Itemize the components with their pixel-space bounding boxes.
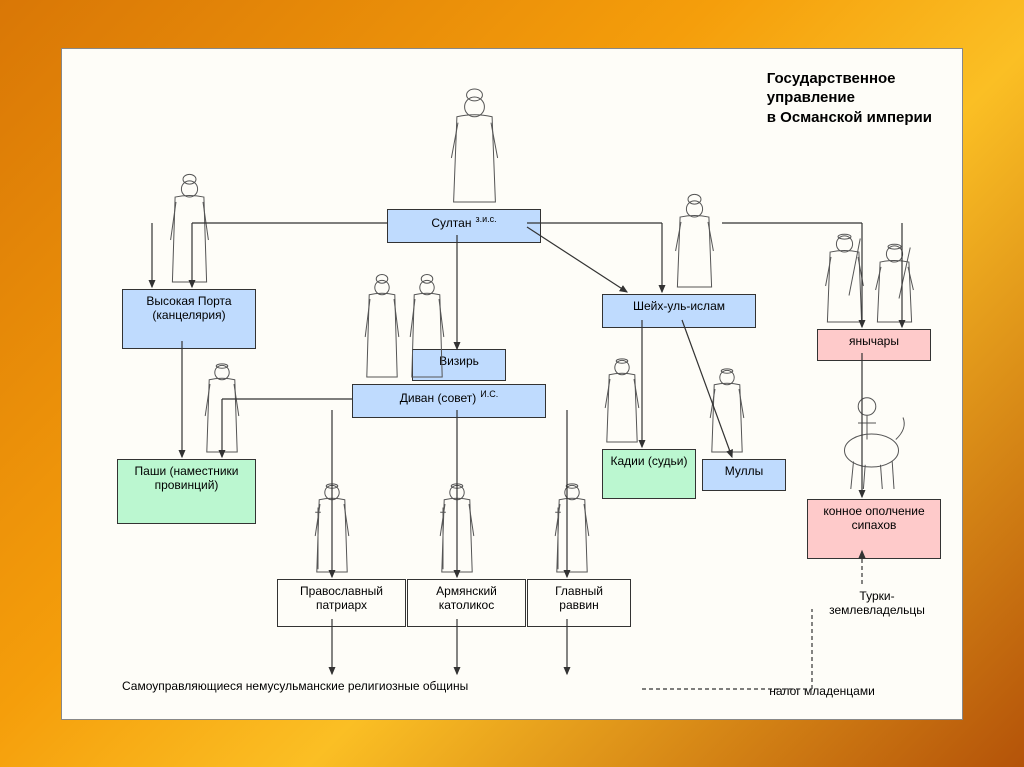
node-pashi: Паши (наместники провинций) — [117, 459, 256, 524]
figure-official-1 — [171, 174, 209, 282]
node-divan: Диван (совет)И.С. — [352, 384, 546, 418]
diagram-card: Государственноеуправлениев Османской имп… — [61, 48, 963, 720]
figure-sheikh-4 — [676, 194, 714, 287]
node-orthodox: Православный патриарх — [277, 579, 406, 627]
arrow-6 — [527, 227, 627, 292]
node-janis: янычары — [817, 329, 931, 361]
node-sipahi: конное ополчение сипахов — [807, 499, 941, 559]
figure-pair-2 — [365, 274, 399, 376]
label-commun: Самоуправляющиеся немусульманские религи… — [122, 679, 642, 693]
node-porta: Высокая Порта (канцелярия) — [122, 289, 256, 349]
figure-priest-12 — [555, 483, 589, 571]
figure-mulla-6 — [710, 368, 744, 451]
node-rabbi: Главный раввин — [527, 579, 631, 627]
node-vizier: Визирь — [412, 349, 506, 381]
figure-soldier2-8 — [876, 244, 914, 322]
label-turks: Турки-землевладельцы — [812, 589, 942, 618]
figure-pasha-9 — [205, 363, 239, 451]
node-sheikh: Шейх-уль-ислам — [602, 294, 756, 328]
node-kadi: Кадии (судьи) — [602, 449, 696, 499]
figure-horse-13 — [845, 397, 905, 488]
figure-soldier1-7 — [826, 234, 864, 322]
node-armenian: Армянский католикос — [407, 579, 526, 627]
label-tax: налог младенцами — [742, 684, 902, 698]
diagram-title: Государственноеуправлениев Османской имп… — [767, 69, 932, 128]
figure-priest-11 — [440, 483, 474, 571]
figure-kadi-5 — [605, 358, 639, 441]
node-mully: Муллы — [702, 459, 786, 491]
arrow-14 — [682, 320, 732, 457]
node-sultan: Султанз.и.с. — [387, 209, 541, 243]
figure-sultan-0 — [451, 89, 497, 202]
figure-priest-10 — [315, 483, 349, 571]
gradient-background: Государственноеуправлениев Османской имп… — [0, 0, 1024, 767]
